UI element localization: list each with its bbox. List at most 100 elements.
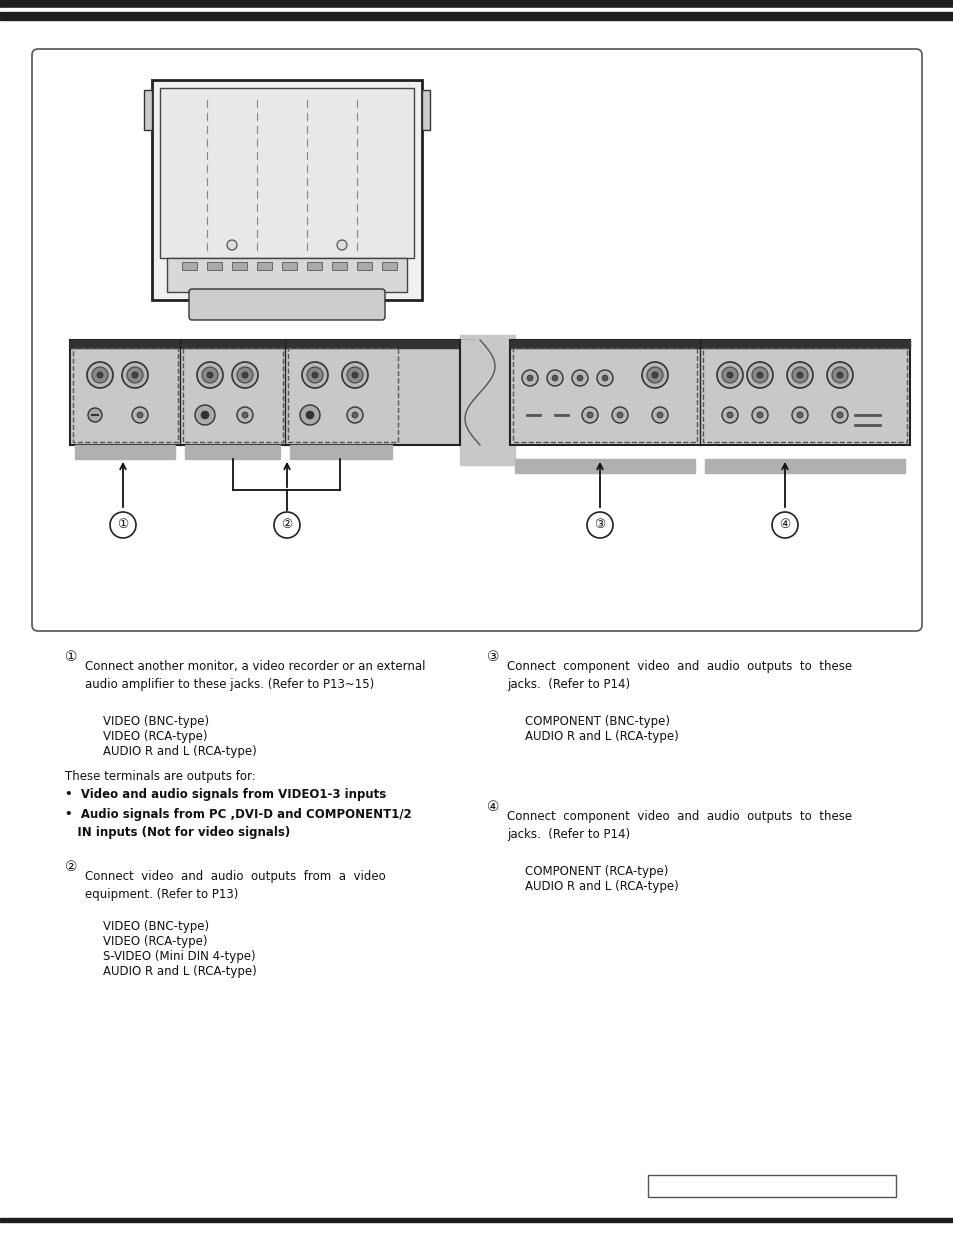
- Text: Connect  component  video  and  audio  outputs  to  these
jacks.  (Refer to P14): Connect component video and audio output…: [506, 810, 851, 841]
- Text: VIDEO (BNC-type): VIDEO (BNC-type): [103, 920, 209, 932]
- Bar: [421, 90, 430, 130]
- Bar: [70, 340, 475, 445]
- Bar: [282, 262, 296, 270]
- Circle shape: [132, 372, 138, 378]
- Circle shape: [242, 412, 248, 417]
- Text: •  Video and audio signals from VIDEO1-3 inputs: • Video and audio signals from VIDEO1-3 …: [65, 788, 386, 802]
- Bar: [160, 88, 414, 258]
- Circle shape: [347, 367, 363, 383]
- Circle shape: [88, 408, 102, 422]
- Bar: [515, 459, 695, 473]
- Text: AUDIO R and L (RCA-type): AUDIO R and L (RCA-type): [524, 881, 678, 893]
- Circle shape: [236, 408, 253, 424]
- Circle shape: [831, 408, 847, 424]
- Circle shape: [796, 372, 802, 378]
- Circle shape: [641, 362, 667, 388]
- Circle shape: [791, 367, 807, 383]
- Text: AUDIO R and L (RCA-type): AUDIO R and L (RCA-type): [524, 730, 678, 743]
- Circle shape: [577, 375, 582, 382]
- Circle shape: [232, 362, 257, 388]
- Bar: [0, 12, 953, 20]
- Circle shape: [274, 513, 299, 538]
- Bar: [73, 348, 178, 442]
- Text: VIDEO (RCA-type): VIDEO (RCA-type): [103, 730, 208, 743]
- Circle shape: [352, 412, 357, 417]
- Bar: [256, 262, 272, 270]
- Bar: [144, 90, 152, 130]
- Bar: [167, 258, 407, 291]
- Circle shape: [207, 372, 213, 378]
- Circle shape: [657, 412, 662, 417]
- Circle shape: [122, 362, 148, 388]
- Circle shape: [751, 367, 767, 383]
- Text: •  Audio signals from PC ,DVI-D and COMPONENT1/2
   IN inputs (Not for video sig: • Audio signals from PC ,DVI-D and COMPO…: [65, 808, 412, 839]
- Circle shape: [726, 372, 732, 378]
- Bar: [152, 80, 421, 300]
- Circle shape: [236, 367, 253, 383]
- Circle shape: [791, 408, 807, 424]
- Bar: [232, 262, 247, 270]
- Circle shape: [87, 362, 112, 388]
- Circle shape: [341, 362, 368, 388]
- Circle shape: [110, 513, 136, 538]
- Bar: [356, 262, 372, 270]
- Circle shape: [302, 362, 328, 388]
- Circle shape: [826, 362, 852, 388]
- Circle shape: [757, 412, 762, 417]
- Bar: [510, 340, 909, 445]
- Bar: [702, 348, 906, 442]
- Bar: [704, 459, 904, 473]
- Bar: [183, 348, 283, 442]
- Bar: [288, 348, 397, 442]
- Text: VIDEO (BNC-type): VIDEO (BNC-type): [103, 715, 209, 727]
- Circle shape: [352, 372, 357, 378]
- Bar: [513, 348, 697, 442]
- Text: S-VIDEO (Mini DIN 4-type): S-VIDEO (Mini DIN 4-type): [103, 950, 255, 963]
- Bar: [381, 262, 396, 270]
- FancyBboxPatch shape: [32, 49, 921, 631]
- Circle shape: [586, 412, 593, 417]
- Circle shape: [836, 412, 842, 417]
- Circle shape: [521, 370, 537, 387]
- Circle shape: [646, 367, 662, 383]
- Circle shape: [597, 370, 613, 387]
- Bar: [0, 1218, 953, 1221]
- Circle shape: [242, 372, 248, 378]
- Circle shape: [526, 375, 533, 382]
- Text: ①: ①: [117, 519, 129, 531]
- Text: Connect  video  and  audio  outputs  from  a  video
equipment. (Refer to P13): Connect video and audio outputs from a v…: [85, 869, 385, 902]
- Circle shape: [196, 362, 223, 388]
- Circle shape: [651, 408, 667, 424]
- Circle shape: [227, 240, 236, 249]
- Bar: [307, 262, 322, 270]
- Circle shape: [771, 513, 797, 538]
- Bar: [207, 262, 222, 270]
- Text: AUDIO R and L (RCA-type): AUDIO R and L (RCA-type): [103, 745, 256, 758]
- Bar: [459, 335, 515, 466]
- Circle shape: [617, 412, 622, 417]
- Circle shape: [201, 411, 209, 419]
- Bar: [510, 340, 909, 348]
- Circle shape: [306, 411, 314, 419]
- Circle shape: [786, 362, 812, 388]
- Text: Connect  component  video  and  audio  outputs  to  these
jacks.  (Refer to P14): Connect component video and audio output…: [506, 659, 851, 692]
- Circle shape: [757, 372, 762, 378]
- Text: ③: ③: [486, 650, 499, 664]
- Circle shape: [312, 372, 317, 378]
- Text: ④: ④: [779, 519, 790, 531]
- Bar: [75, 445, 174, 459]
- Circle shape: [796, 412, 802, 417]
- Circle shape: [307, 367, 323, 383]
- Circle shape: [132, 408, 148, 424]
- Bar: [0, 7, 953, 12]
- Circle shape: [202, 367, 218, 383]
- Circle shape: [572, 370, 587, 387]
- Text: COMPONENT (RCA-type): COMPONENT (RCA-type): [524, 864, 668, 878]
- Circle shape: [137, 412, 143, 417]
- Circle shape: [97, 372, 103, 378]
- Text: These terminals are outputs for:: These terminals are outputs for:: [65, 769, 255, 783]
- Text: ④: ④: [486, 800, 499, 814]
- Circle shape: [601, 375, 607, 382]
- Circle shape: [299, 405, 319, 425]
- Circle shape: [552, 375, 558, 382]
